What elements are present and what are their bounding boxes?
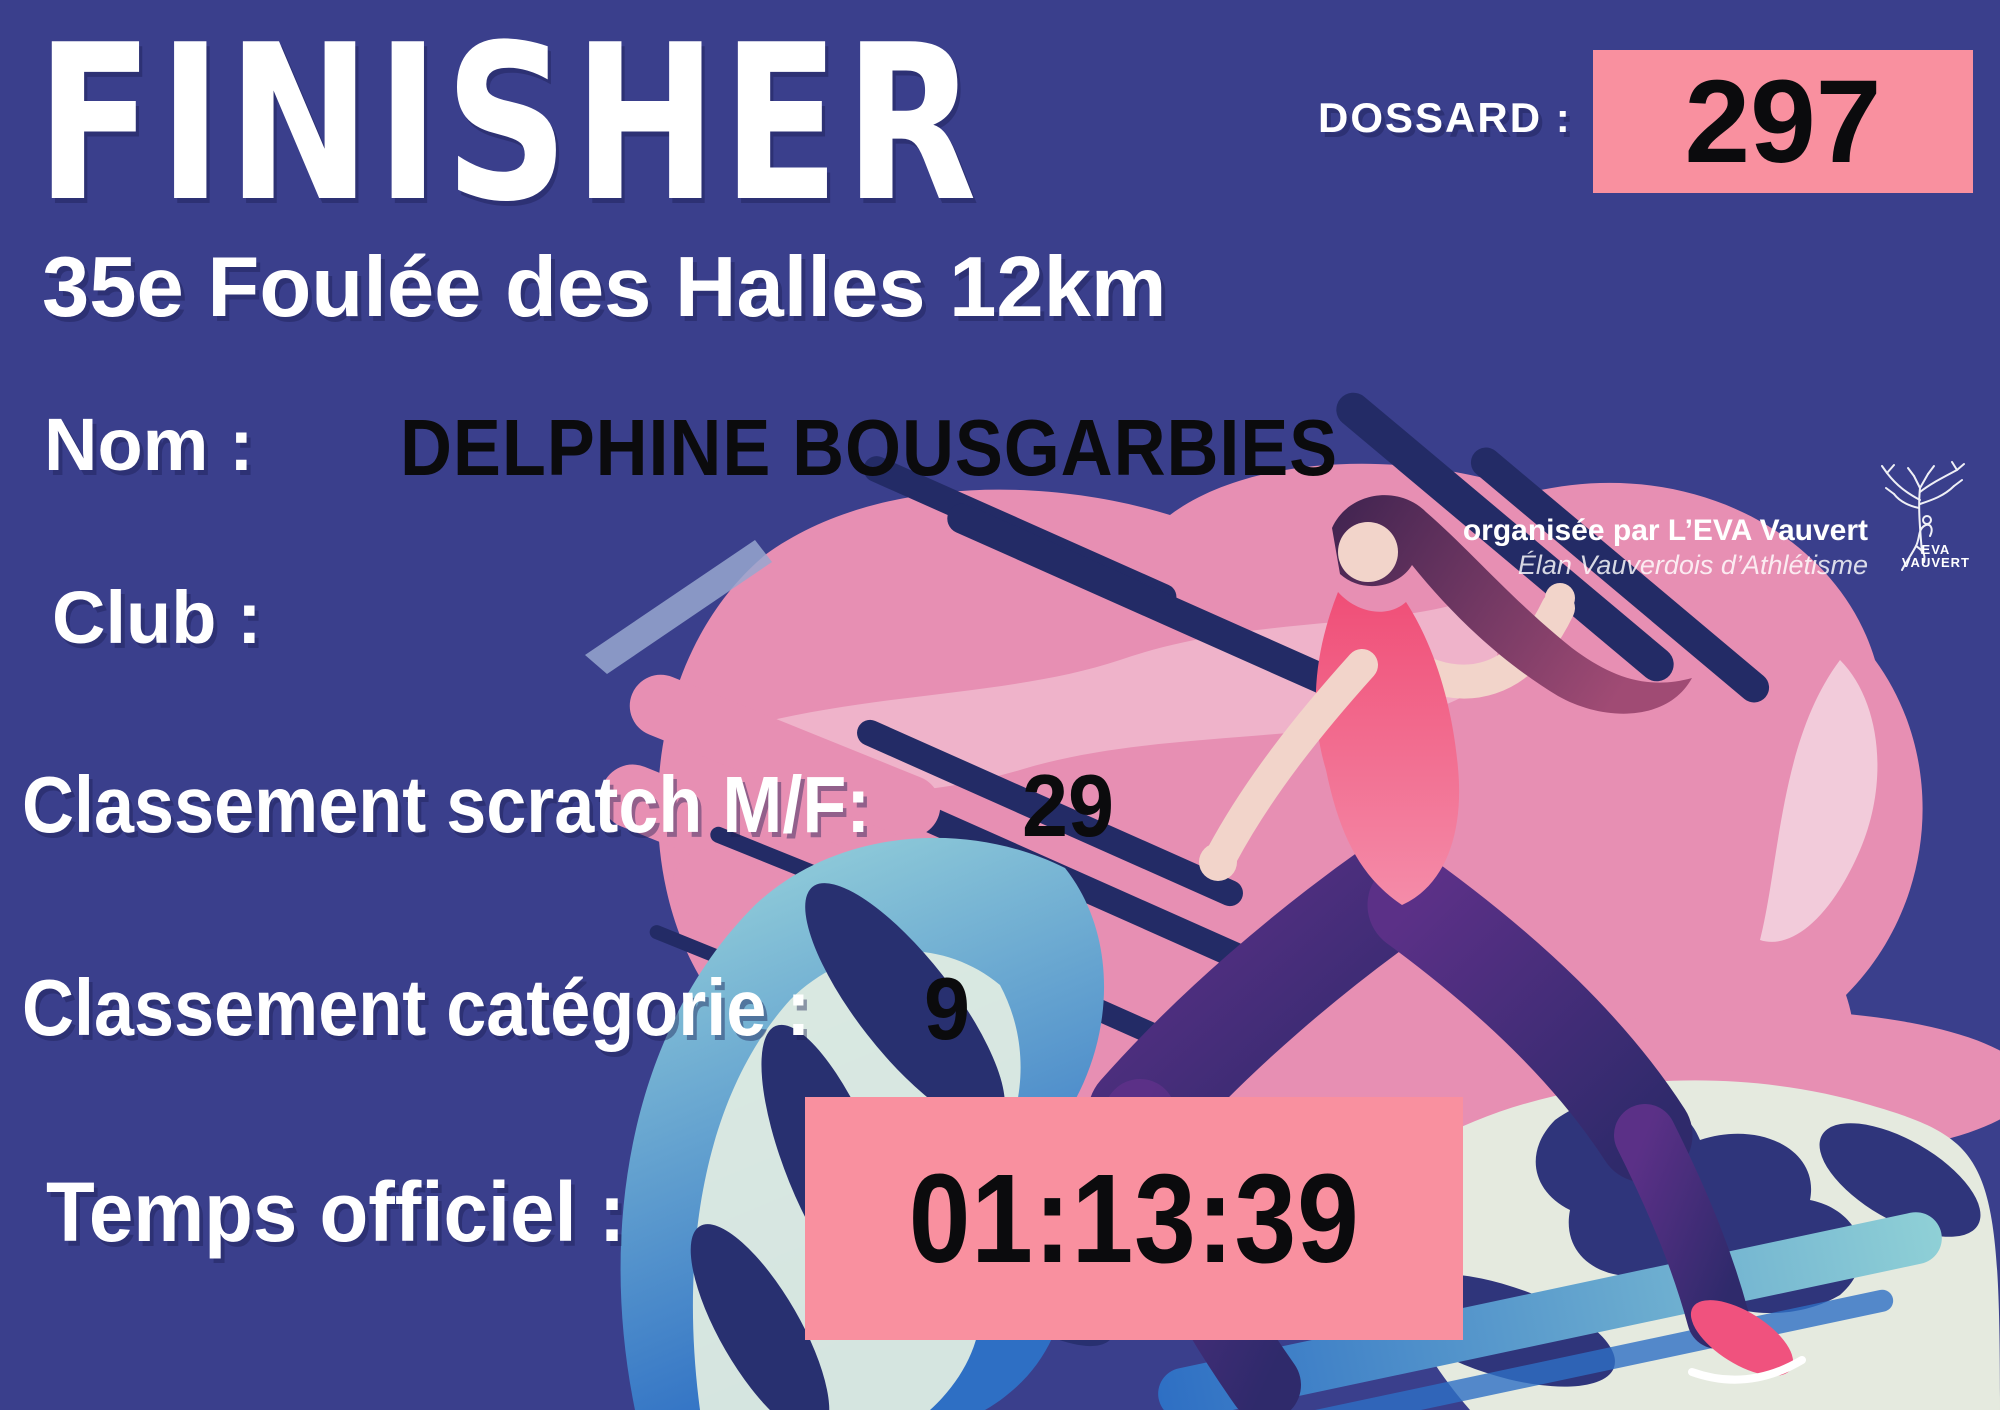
dossard-number-box: 297	[1593, 50, 1973, 193]
logo-text-vauvert: VAUVERT	[1901, 555, 1970, 571]
categorie-label: Classement catégorie :	[22, 963, 811, 1052]
eva-vauvert-logo: EVA VAUVERT	[1872, 458, 1972, 578]
dossard-number: 297	[1684, 55, 1882, 188]
scratch-label: Classement scratch M/F:	[22, 760, 871, 849]
categorie-value: 9	[924, 959, 971, 1058]
temps-label: Temps officiel :	[46, 1165, 626, 1259]
logo-text-eva: EVA	[1921, 541, 1951, 557]
tree-runner-icon	[1881, 461, 1965, 571]
logo-text: EVA VAUVERT	[1902, 543, 1970, 570]
official-time-box: 01:13:39	[805, 1097, 1463, 1340]
club-label: Club :	[52, 576, 262, 659]
race-subtitle: 35e Foulée des Halles 12km	[42, 240, 1167, 335]
official-time: 01:13:39	[908, 1148, 1360, 1289]
organizer-line2: Élan Vauverdois d’Athlétisme	[1517, 549, 1868, 580]
scratch-value: 29	[1022, 756, 1115, 855]
nom-label: Nom :	[44, 403, 254, 486]
finisher-title: FINISHER	[36, 0, 982, 249]
runner-name: DELPHINE BOUSGARBIES	[400, 403, 1339, 492]
organizer-line1: organisée par L’EVA Vauvert	[1462, 514, 1868, 547]
dossard-label: DOSSARD :	[1318, 94, 1572, 141]
organizer-credit: organisée par L’EVA Vauvert Élan Vauverd…	[1463, 515, 1868, 579]
